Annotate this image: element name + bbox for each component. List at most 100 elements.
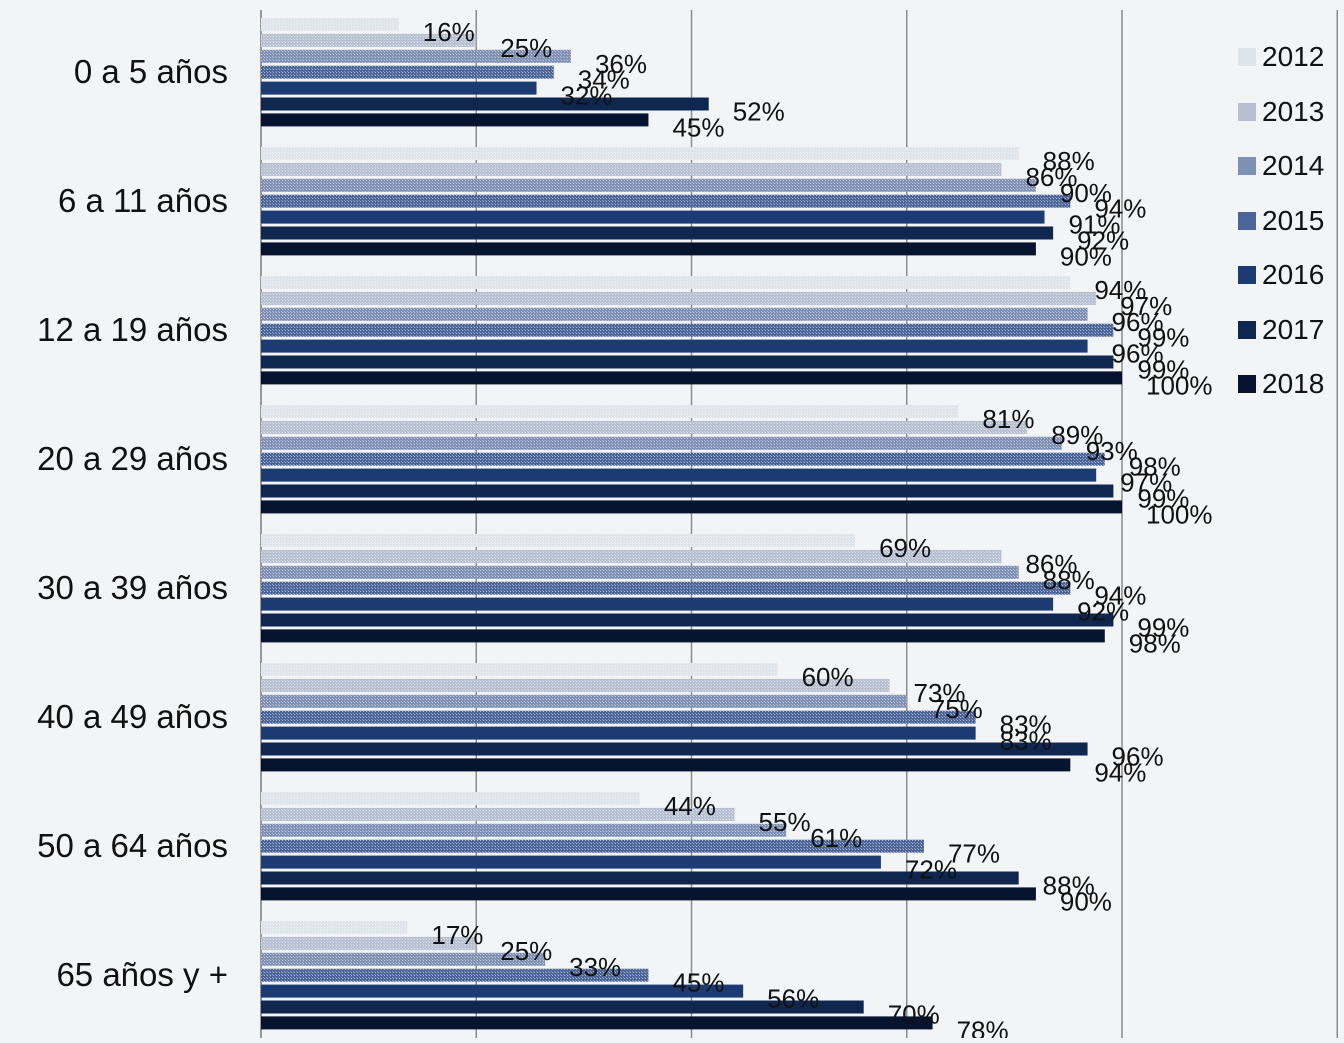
legend-item-2015: 2015 — [1238, 194, 1324, 249]
data-label-2018: 100% — [1146, 370, 1213, 400]
category-label: 65 años y + — [56, 956, 228, 993]
data-label-2015: 94% — [1094, 581, 1146, 611]
bar-2016 — [261, 81, 537, 95]
bar-2013 — [261, 420, 1028, 434]
bar-2013 — [261, 33, 477, 47]
bar-2014 — [261, 952, 546, 966]
legend-swatch-icon — [1238, 157, 1256, 176]
bar-2015 — [261, 65, 554, 79]
bar-2013 — [261, 291, 1097, 305]
data-label-2012: 94% — [1094, 275, 1146, 305]
bar-2018 — [261, 500, 1122, 514]
legend-item-2014: 2014 — [1238, 139, 1324, 194]
bar-2016 — [261, 855, 881, 869]
legend-label: 2015 — [1262, 204, 1325, 236]
data-label-2013: 86% — [1025, 549, 1077, 579]
bar-2018 — [261, 629, 1105, 643]
legend-item-2012: 2012 — [1238, 30, 1324, 85]
bar-2016 — [261, 597, 1054, 611]
data-label-2016: 72% — [905, 855, 957, 885]
legend-swatch-icon — [1238, 48, 1256, 67]
data-label-2014: 75% — [931, 694, 983, 724]
legend-label: 2016 — [1262, 259, 1325, 291]
data-label-2013: 97% — [1120, 291, 1172, 321]
bar-2018 — [261, 113, 649, 127]
bar-2015 — [261, 968, 649, 982]
data-label-2018: 90% — [1060, 886, 1112, 916]
bar-2018 — [261, 1016, 933, 1030]
legend-swatch-icon — [1238, 375, 1256, 394]
bar-2013 — [261, 549, 1002, 563]
bar-2018 — [261, 758, 1071, 772]
bar-2017 — [261, 1000, 864, 1014]
data-label-2016: 96% — [1112, 339, 1164, 369]
bar-2018 — [261, 887, 1036, 901]
data-label-2013: 25% — [500, 33, 552, 63]
data-label-2018: 98% — [1129, 628, 1181, 658]
data-label-2013: 73% — [914, 678, 966, 708]
data-label-2012: 69% — [879, 533, 931, 563]
bar-2017 — [261, 484, 1114, 498]
data-label-2017: 99% — [1137, 355, 1189, 385]
legend-swatch-icon — [1238, 320, 1256, 339]
legend-label: 2013 — [1262, 95, 1325, 127]
legend-label: 2017 — [1262, 313, 1325, 345]
bar-2016 — [261, 726, 976, 740]
bar-2012 — [261, 534, 856, 547]
bar-2013 — [261, 678, 890, 692]
category-label: 0 a 5 años — [74, 53, 228, 90]
bar-2012 — [261, 663, 778, 676]
bar-2013 — [261, 936, 477, 950]
legend-label: 2014 — [1262, 150, 1325, 182]
bar-2012 — [261, 276, 1071, 289]
data-label-2013: 25% — [500, 936, 552, 966]
data-label-2017: 99% — [1137, 613, 1189, 643]
data-label-2017: 96% — [1112, 742, 1164, 772]
data-label-2014: 33% — [569, 952, 621, 982]
bar-2016 — [261, 210, 1045, 224]
data-label-2017: 99% — [1137, 484, 1189, 514]
category-layer: 0 a 5 años 6 a 11 años 12 a 19 años 20 a 29… — [37, 53, 228, 993]
category-label: 50 a 64 años — [37, 827, 228, 864]
legend: 2012 2013 2014 2015 2016 2017 2018 — [1238, 30, 1324, 412]
bar-2016 — [261, 468, 1097, 482]
data-label-2014: 93% — [1086, 436, 1138, 466]
bar-2013 — [261, 807, 735, 821]
data-label-2014: 61% — [810, 823, 862, 853]
data-label-2018: 45% — [672, 112, 724, 142]
bar-2014 — [261, 49, 571, 63]
data-label-2012: 17% — [431, 920, 483, 950]
category-label: 12 a 19 años — [37, 311, 228, 348]
bar-2014 — [261, 565, 1019, 579]
data-label-2013: 89% — [1051, 420, 1103, 450]
data-label-2014: 96% — [1112, 307, 1164, 337]
bar-2015 — [261, 710, 976, 724]
category-label: 20 a 29 años — [37, 440, 228, 477]
data-label-2014: 88% — [1043, 565, 1095, 595]
data-label-2018: 94% — [1094, 757, 1146, 787]
data-label-2017: 92% — [1077, 226, 1129, 256]
category-label: 40 a 49 años — [37, 698, 228, 735]
data-label-2012: 16% — [423, 17, 475, 47]
bar-2017 — [261, 742, 1088, 756]
data-label-2018: 78% — [957, 1015, 1009, 1038]
bar-2017 — [261, 97, 709, 111]
bar-2015 — [261, 581, 1071, 595]
data-label-2016: 32% — [561, 81, 613, 111]
data-label-2017: 70% — [888, 1000, 940, 1030]
bar-2013 — [261, 162, 1002, 176]
bar-2014 — [261, 436, 1062, 450]
legend-swatch-icon — [1238, 266, 1256, 285]
bar-2015 — [261, 323, 1114, 337]
bar-2012 — [261, 18, 399, 31]
data-label-2013: 55% — [759, 807, 811, 837]
data-label-2015: 98% — [1129, 452, 1181, 482]
data-label-2013: 86% — [1025, 162, 1077, 192]
bar-2018 — [261, 242, 1036, 256]
data-label-2012: 81% — [982, 404, 1034, 434]
data-label-2012: 88% — [1043, 146, 1095, 176]
bar-2017 — [261, 871, 1019, 885]
data-label-2015: 34% — [578, 65, 630, 95]
data-label-2016: 91% — [1069, 210, 1121, 240]
